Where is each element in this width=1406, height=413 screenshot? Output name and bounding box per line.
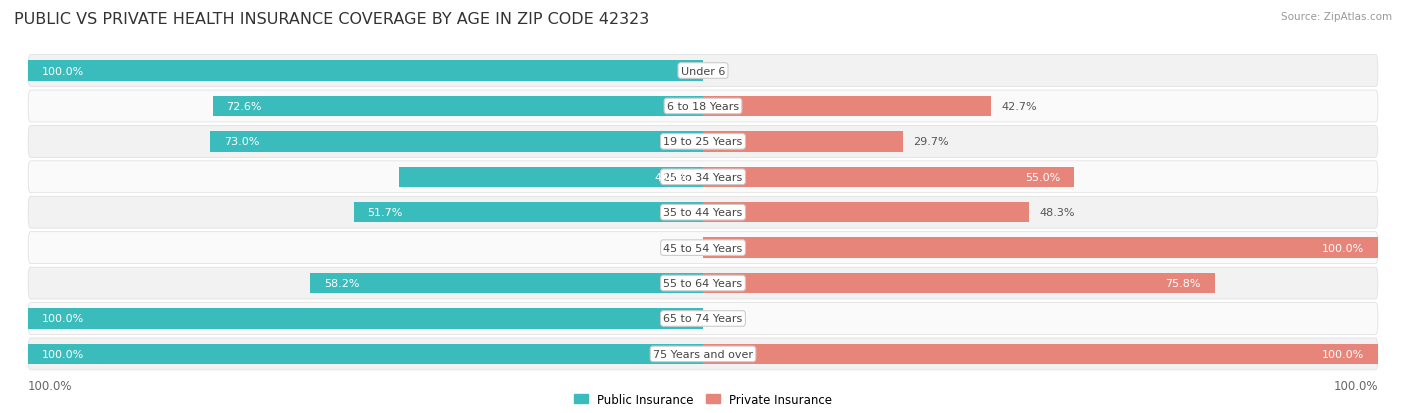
Text: 73.0%: 73.0% [224,137,259,147]
Text: 100.0%: 100.0% [1322,243,1364,253]
Bar [28,61,703,82]
Text: 72.6%: 72.6% [226,102,262,112]
Bar [28,309,703,329]
Bar [703,97,991,117]
FancyBboxPatch shape [28,268,1378,299]
Bar [703,273,1215,294]
Bar [354,202,703,223]
Text: 65 to 74 Years: 65 to 74 Years [664,314,742,324]
FancyBboxPatch shape [28,303,1378,335]
Bar [703,344,1378,364]
Text: 19 to 25 Years: 19 to 25 Years [664,137,742,147]
Text: 100.0%: 100.0% [42,349,84,359]
FancyBboxPatch shape [28,338,1378,370]
Text: 6 to 18 Years: 6 to 18 Years [666,102,740,112]
Text: 35 to 44 Years: 35 to 44 Years [664,208,742,218]
Bar [311,273,703,294]
FancyBboxPatch shape [28,232,1378,264]
FancyBboxPatch shape [28,91,1378,123]
Text: 55 to 64 Years: 55 to 64 Years [664,278,742,288]
Bar [399,167,703,188]
Bar [703,132,904,152]
Text: 51.7%: 51.7% [367,208,404,218]
Text: 25 to 34 Years: 25 to 34 Years [664,172,742,183]
Bar [703,167,1074,188]
Text: 100.0%: 100.0% [42,66,84,76]
Text: 100.0%: 100.0% [1333,379,1378,392]
Text: 58.2%: 58.2% [323,278,359,288]
Bar [28,344,703,364]
Text: 45 to 54 Years: 45 to 54 Years [664,243,742,253]
Text: Under 6: Under 6 [681,66,725,76]
Text: 100.0%: 100.0% [42,314,84,324]
Bar [703,202,1029,223]
Text: 42.7%: 42.7% [1001,102,1036,112]
Legend: Public Insurance, Private Insurance: Public Insurance, Private Insurance [569,388,837,411]
Text: 100.0%: 100.0% [1322,349,1364,359]
Text: 45.0%: 45.0% [654,172,689,183]
FancyBboxPatch shape [28,55,1378,87]
Text: PUBLIC VS PRIVATE HEALTH INSURANCE COVERAGE BY AGE IN ZIP CODE 42323: PUBLIC VS PRIVATE HEALTH INSURANCE COVER… [14,12,650,27]
Text: Source: ZipAtlas.com: Source: ZipAtlas.com [1281,12,1392,22]
FancyBboxPatch shape [28,126,1378,158]
FancyBboxPatch shape [28,161,1378,193]
Text: 75 Years and over: 75 Years and over [652,349,754,359]
Text: 29.7%: 29.7% [914,137,949,147]
Bar [211,132,703,152]
Text: 48.3%: 48.3% [1039,208,1074,218]
Text: 100.0%: 100.0% [28,379,73,392]
Bar [214,97,703,117]
FancyBboxPatch shape [28,197,1378,228]
Text: 55.0%: 55.0% [1025,172,1060,183]
Bar [703,238,1378,258]
Text: 75.8%: 75.8% [1166,278,1201,288]
